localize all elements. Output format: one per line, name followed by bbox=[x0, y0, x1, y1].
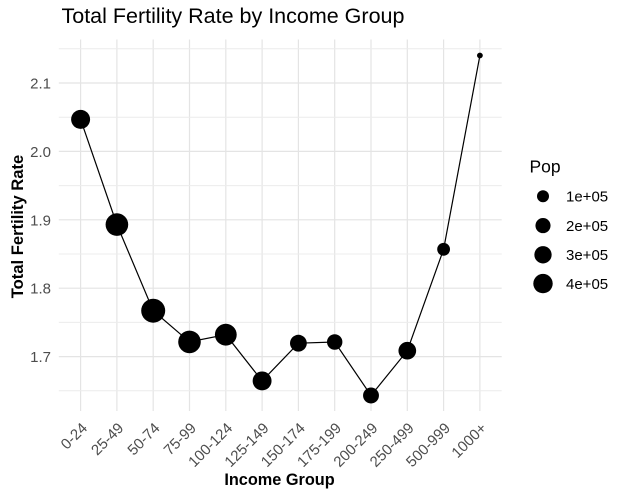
svg-text:4e+05: 4e+05 bbox=[566, 276, 608, 293]
svg-text:3e+05: 3e+05 bbox=[566, 247, 608, 264]
svg-text:1e+05: 1e+05 bbox=[566, 189, 608, 206]
svg-text:Income Group: Income Group bbox=[224, 471, 334, 489]
svg-text:2e+05: 2e+05 bbox=[566, 218, 608, 235]
svg-text:2.1: 2.1 bbox=[30, 76, 51, 93]
svg-text:Total Fertility Rate by Income: Total Fertility Rate by Income Group bbox=[62, 4, 405, 28]
svg-text:1.9: 1.9 bbox=[30, 212, 51, 229]
svg-text:Pop: Pop bbox=[530, 156, 561, 176]
svg-text:1.8: 1.8 bbox=[30, 281, 51, 298]
svg-text:Total Fertility Rate: Total Fertility Rate bbox=[8, 155, 27, 299]
svg-text:2.0: 2.0 bbox=[30, 144, 51, 161]
svg-text:1.7: 1.7 bbox=[30, 349, 51, 366]
